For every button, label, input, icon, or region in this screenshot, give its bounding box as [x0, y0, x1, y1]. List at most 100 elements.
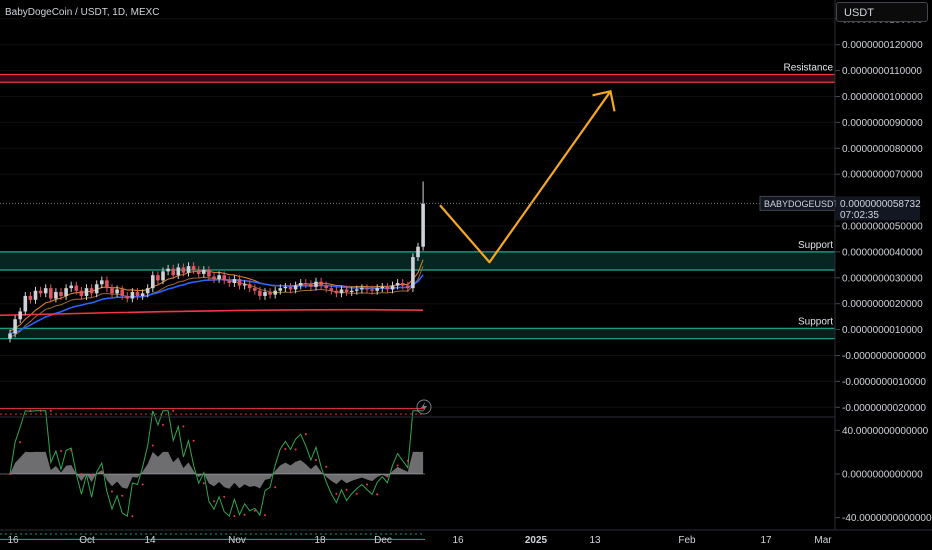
oscillator-pane: 40.0000000000000 0.0000000000000 -40.00000… [0, 408, 932, 540]
osc-signal-dot [325, 465, 328, 468]
candle [115, 289, 119, 294]
osc-green-line [9, 410, 424, 518]
price-grid [0, 18, 835, 408]
candle [105, 280, 109, 289]
candle [100, 280, 104, 285]
candle [242, 284, 247, 286]
candle [33, 290, 38, 300]
replay-icon[interactable] [416, 399, 432, 415]
candle [202, 270, 206, 274]
osc-signal-dot [274, 486, 277, 489]
current-price-value: 0.0000000058732 [840, 199, 921, 210]
candle [232, 279, 237, 283]
candle [110, 288, 114, 294]
candle [13, 319, 17, 334]
candle [222, 275, 226, 281]
osc-tick-label: 0.0000000000000 [842, 470, 923, 481]
candle [166, 268, 170, 272]
projection-arrowhead [592, 90, 616, 112]
candle [120, 289, 124, 296]
osc-signal-dot [294, 448, 297, 451]
osc-signal-dot [9, 473, 11, 475]
osc-signal-dot [233, 515, 236, 518]
osc-signal-dot [284, 447, 287, 450]
candle [339, 289, 344, 294]
candle [28, 295, 33, 300]
osc-signal-dot [70, 449, 73, 452]
price-tick-label: 0.0000000090000 [842, 118, 923, 129]
candle [237, 279, 242, 286]
osc-signal-dot [253, 509, 256, 512]
osc-tick-label: 40.0000000000000 [842, 426, 929, 437]
candle [79, 290, 84, 296]
osc-signal-dot [355, 492, 358, 495]
candle [329, 288, 334, 291]
candle [298, 282, 303, 286]
candle [23, 295, 28, 312]
candle [89, 288, 94, 294]
osc-signal-dot [60, 450, 62, 453]
candle [181, 267, 186, 273]
candle [69, 285, 73, 289]
price-tick-label: 0.0000000110000 [842, 66, 922, 77]
osc-signal-dot [100, 470, 103, 473]
support_lower-zone [0, 328, 835, 339]
time-tick-label: 16 [452, 535, 464, 546]
candle [196, 270, 201, 274]
osc-signal-dot [182, 425, 185, 428]
time-tick-label: 16 [7, 535, 19, 546]
time-tick-label: 17 [760, 535, 772, 546]
countdown-timer: 07:02:35 [840, 210, 879, 221]
price-tick-label: 0.0000000010000 [842, 325, 923, 336]
candle [288, 286, 293, 290]
price-tick-label: 0.0000000070000 [842, 170, 923, 181]
osc-signal-dot [111, 490, 113, 493]
osc-signal-dot [396, 464, 399, 467]
candle [151, 275, 155, 289]
osc-signal-dot [192, 439, 195, 442]
osc-signal-dot [131, 515, 134, 518]
osc-signal-dot [80, 473, 83, 476]
candle [390, 285, 395, 290]
candle [212, 276, 216, 280]
ma-brown-line [9, 266, 424, 338]
candle [365, 288, 369, 290]
candle [375, 288, 379, 291]
currency-selector-button[interactable]: USDT [836, 2, 928, 22]
price-tick-label: -0.0000000000000 [842, 351, 926, 362]
candle [370, 289, 374, 291]
price-tick-label: 0.0000000040000 [842, 247, 923, 258]
time-tick-label: Nov [228, 535, 246, 546]
candle [38, 290, 43, 294]
price-projection-arrow [439, 90, 616, 264]
candle [247, 284, 252, 289]
candle [207, 270, 211, 277]
osc-histogram-area [10, 451, 424, 489]
candle [43, 288, 48, 294]
ma-blue-line [9, 274, 424, 335]
candle [309, 284, 313, 287]
osc-tick-label: -40.0000000000000 [842, 513, 932, 524]
candle [283, 286, 288, 289]
osc-signal-dot [386, 475, 389, 478]
candlestick-series [8, 181, 425, 343]
time-tick-label: 18 [314, 535, 326, 546]
osc-signal-dot [29, 409, 32, 412]
candle [64, 288, 68, 296]
price-tick-label: -0.0000000010000 [842, 377, 926, 388]
candle [324, 285, 328, 289]
current-price-box[interactable] [836, 196, 920, 221]
candle [145, 288, 150, 294]
candle [156, 275, 160, 281]
time-tick-label: Dec [374, 535, 392, 546]
price-tick-label: 0.0000000020000 [842, 299, 923, 310]
projection-path [439, 90, 612, 264]
price-tick-label: 0.0000000050000 [842, 222, 923, 233]
candle [130, 292, 135, 299]
time-axis[interactable]: 16 Oct 14 Nov 18 Dec 16 2025 13 Feb 17 Mar [7, 535, 832, 546]
osc-signal-dot [19, 441, 22, 444]
price-tick-label: 0.0000000080000 [842, 144, 923, 155]
osc-signal-dot [335, 492, 338, 495]
candle [344, 289, 349, 293]
